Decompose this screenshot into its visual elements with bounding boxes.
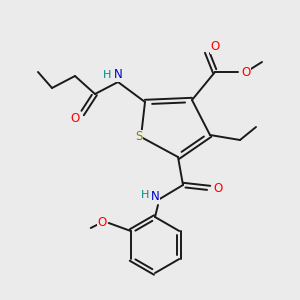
Text: S: S [135, 130, 143, 143]
Text: N: N [151, 190, 159, 202]
Text: H: H [141, 190, 149, 200]
Text: H: H [103, 70, 111, 80]
Text: O: O [210, 40, 220, 53]
Text: O: O [70, 112, 80, 124]
Text: O: O [213, 182, 223, 194]
Text: O: O [242, 65, 250, 79]
Text: N: N [114, 68, 122, 82]
Text: O: O [97, 215, 106, 229]
